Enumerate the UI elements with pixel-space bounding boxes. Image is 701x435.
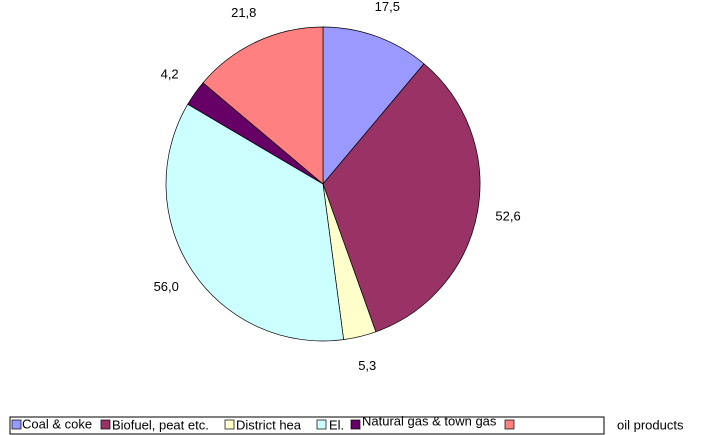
data-label: 56,0 — [154, 279, 179, 294]
legend-label: Biofuel, peat etc. — [112, 417, 209, 432]
data-label: 52,6 — [495, 209, 520, 224]
legend-label: El. — [329, 417, 344, 432]
data-label: 4,2 — [161, 67, 179, 82]
legend-swatch — [100, 419, 111, 430]
legend-label: oil products — [617, 417, 684, 432]
data-label: 21,8 — [231, 5, 256, 20]
legend-swatch — [350, 419, 361, 430]
legend-label: District hea — [236, 417, 302, 432]
legend-label: Natural gas & town gas — [362, 413, 497, 428]
legend-swatch — [504, 419, 515, 430]
data-label: 5,3 — [358, 358, 376, 373]
legend-swatch — [11, 419, 22, 430]
data-label: 17,5 — [375, 0, 400, 14]
legend-box — [9, 416, 605, 435]
legend-swatch — [224, 419, 235, 430]
pie-slice — [202, 26, 324, 185]
pie-slice — [165, 103, 345, 342]
legend-swatch — [316, 419, 327, 430]
pie-slice — [322, 63, 481, 333]
legend-label: Coal & coke — [22, 416, 92, 431]
pie-slice — [322, 26, 425, 185]
